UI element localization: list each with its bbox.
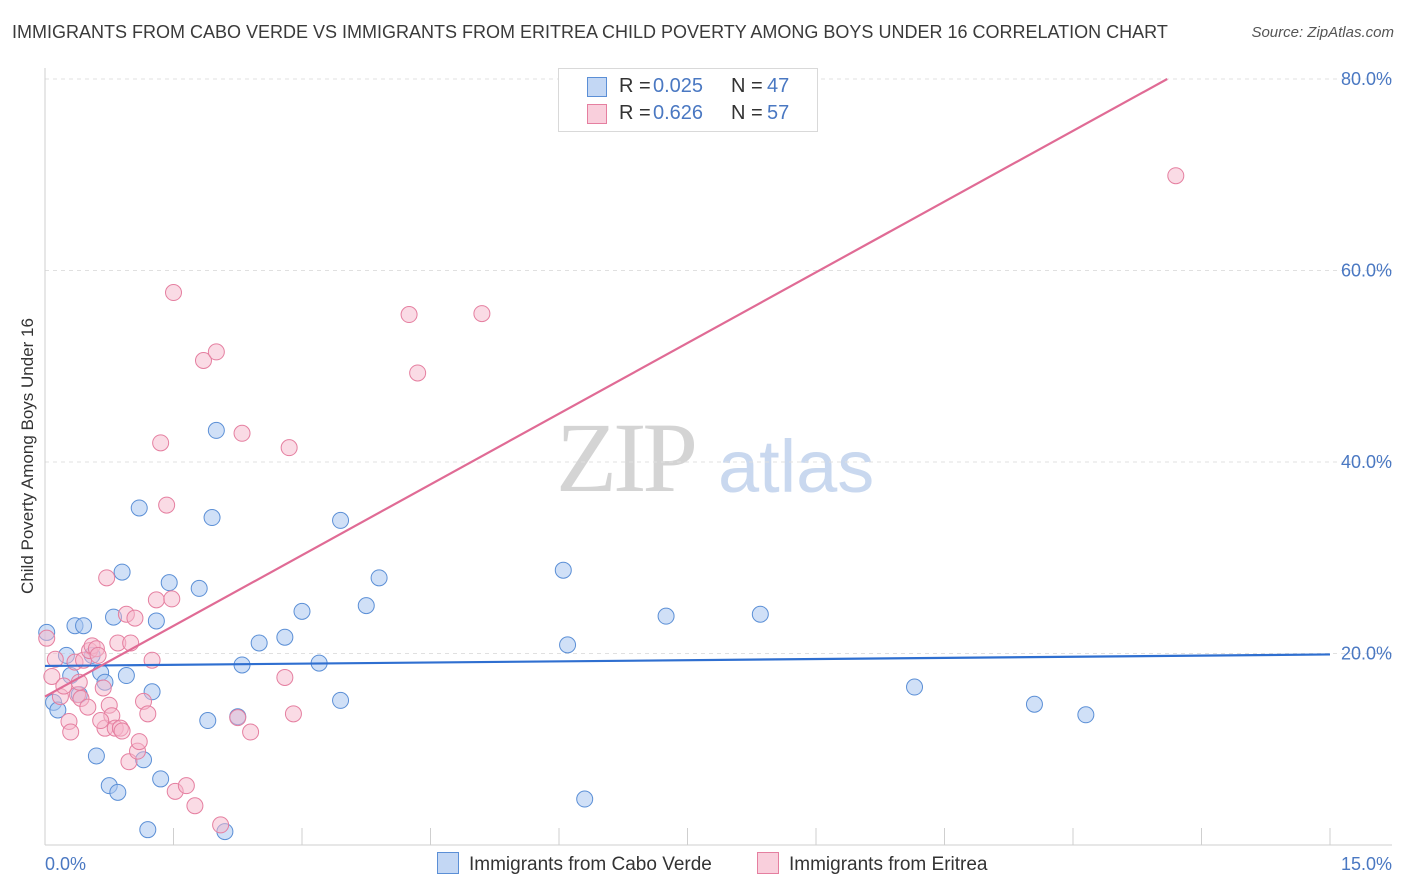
axes xyxy=(44,68,1392,846)
eritrea-point xyxy=(147,591,165,609)
cabo-verde-trend-line xyxy=(44,653,1331,668)
tick-labels: 20.0% 40.0% 60.0% 80.0% 0.0% 15.0% xyxy=(45,69,1392,874)
r-value-cabo-verde: 0.025 xyxy=(653,75,704,97)
eritrea-point xyxy=(43,667,61,685)
n-value-cabo-verde: 47 xyxy=(767,75,790,97)
eritrea-point xyxy=(229,709,247,727)
cabo-verde-point xyxy=(332,511,350,529)
eritrea-point xyxy=(98,569,116,587)
cabo-verde-point xyxy=(559,636,577,654)
watermark-atlas: atlas xyxy=(718,425,875,508)
x-tick-label: 0.0% xyxy=(45,854,86,874)
y-tick-label: 60.0% xyxy=(1341,261,1392,281)
watermark-zip: ZIP xyxy=(556,402,698,513)
cabo-verde-point xyxy=(276,628,294,646)
bottom-legend-cabo-verde: Immigrants from Cabo Verde xyxy=(437,852,712,876)
eritrea-point xyxy=(242,723,260,741)
cabo-verde-point xyxy=(370,569,388,587)
cabo-verde-point xyxy=(657,607,675,625)
eritrea-point xyxy=(38,629,56,647)
cabo-verde-point xyxy=(147,612,165,630)
cabo-verde-point xyxy=(751,605,769,623)
bottom-legend-eritrea: Immigrants from Eritrea xyxy=(757,852,987,876)
eritrea-point xyxy=(130,733,148,751)
eritrea-swatch xyxy=(587,104,607,124)
eritrea-point xyxy=(1167,167,1185,185)
eritrea-point xyxy=(207,343,225,361)
cabo-verde-point xyxy=(199,712,217,730)
eritrea-point xyxy=(212,816,230,834)
eritrea-point xyxy=(186,797,204,815)
gridlines xyxy=(45,78,1392,654)
x-tick-label: 15.0% xyxy=(1341,854,1392,874)
series-eritrea-points xyxy=(38,167,1185,834)
eritrea-point xyxy=(89,646,107,664)
cabo-verde-point xyxy=(87,747,105,765)
eritrea-legend-label: Immigrants from Eritrea xyxy=(789,854,988,875)
eritrea-point xyxy=(62,723,80,741)
eritrea-point xyxy=(94,679,112,697)
cabo-verde-point xyxy=(203,509,221,527)
trend-lines xyxy=(44,78,1331,698)
eritrea-trend-line xyxy=(44,78,1168,698)
cabo-verde-point xyxy=(250,634,268,652)
r-value-eritrea: 0.626 xyxy=(653,102,704,124)
r-label: R = xyxy=(619,75,651,97)
n-label: N = xyxy=(731,75,763,97)
cabo-verde-point xyxy=(554,561,572,579)
cabo-verde-point xyxy=(357,597,375,615)
cabo-verde-point xyxy=(139,821,157,839)
eritrea-point xyxy=(158,496,176,514)
cabo-verde-point xyxy=(1077,706,1095,724)
r-label: R = xyxy=(619,102,651,124)
cabo-verde-legend-label: Immigrants from Cabo Verde xyxy=(469,854,712,875)
eritrea-point xyxy=(139,705,157,723)
eritrea-point xyxy=(233,424,251,442)
cabo-verde-point xyxy=(152,770,170,788)
cabo-verde-point xyxy=(117,667,135,685)
cabo-verde-point xyxy=(160,574,178,592)
y-axis-label: Child Poverty Among Boys Under 16 xyxy=(18,318,37,594)
cabo-verde-point xyxy=(576,790,594,808)
cabo-verde-point xyxy=(190,579,208,597)
eritrea-point xyxy=(284,705,302,723)
cabo-verde-point xyxy=(332,691,350,709)
eritrea-point xyxy=(177,777,195,795)
cabo-verde-point xyxy=(293,602,311,620)
cabo-verde-point xyxy=(113,563,131,581)
eritrea-point xyxy=(473,305,491,323)
eritrea-point xyxy=(46,650,64,668)
y-tick-label: 40.0% xyxy=(1341,452,1392,472)
n-label: N = xyxy=(731,102,763,124)
n-value-eritrea: 57 xyxy=(767,102,790,124)
cabo-verde-point xyxy=(207,421,225,439)
eritrea-point xyxy=(276,668,294,686)
eritrea-point xyxy=(165,284,182,302)
eritrea-point xyxy=(113,722,131,740)
eritrea-point xyxy=(126,609,144,627)
y-tick-label: 80.0% xyxy=(1341,69,1392,89)
cabo-verde-point xyxy=(906,678,924,696)
eritrea-point xyxy=(92,712,110,730)
eritrea-point xyxy=(280,439,298,457)
eritrea-point xyxy=(400,306,418,324)
correlation-legend: R = 0.025 N = 47 R = 0.626 N = 57 xyxy=(558,68,818,132)
y-tick-label: 20.0% xyxy=(1341,644,1392,664)
cabo-verde-point xyxy=(109,783,127,801)
eritrea-legend-swatch xyxy=(757,852,779,874)
cabo-verde-swatch xyxy=(587,77,607,97)
cabo-verde-legend-swatch xyxy=(437,852,459,874)
cabo-verde-point xyxy=(1025,695,1043,713)
cabo-verde-point xyxy=(130,499,148,517)
cabo-verde-point xyxy=(75,617,93,635)
eritrea-point xyxy=(152,434,170,452)
source-credit: Source: ZipAtlas.com xyxy=(1251,24,1394,41)
eritrea-point xyxy=(163,590,181,608)
eritrea-point xyxy=(79,698,97,716)
eritrea-point xyxy=(409,364,427,382)
chart-title: IMMIGRANTS FROM CABO VERDE VS IMMIGRANTS… xyxy=(12,22,1168,42)
eritrea-point xyxy=(194,352,212,370)
series-cabo-verde-points xyxy=(38,421,1095,841)
